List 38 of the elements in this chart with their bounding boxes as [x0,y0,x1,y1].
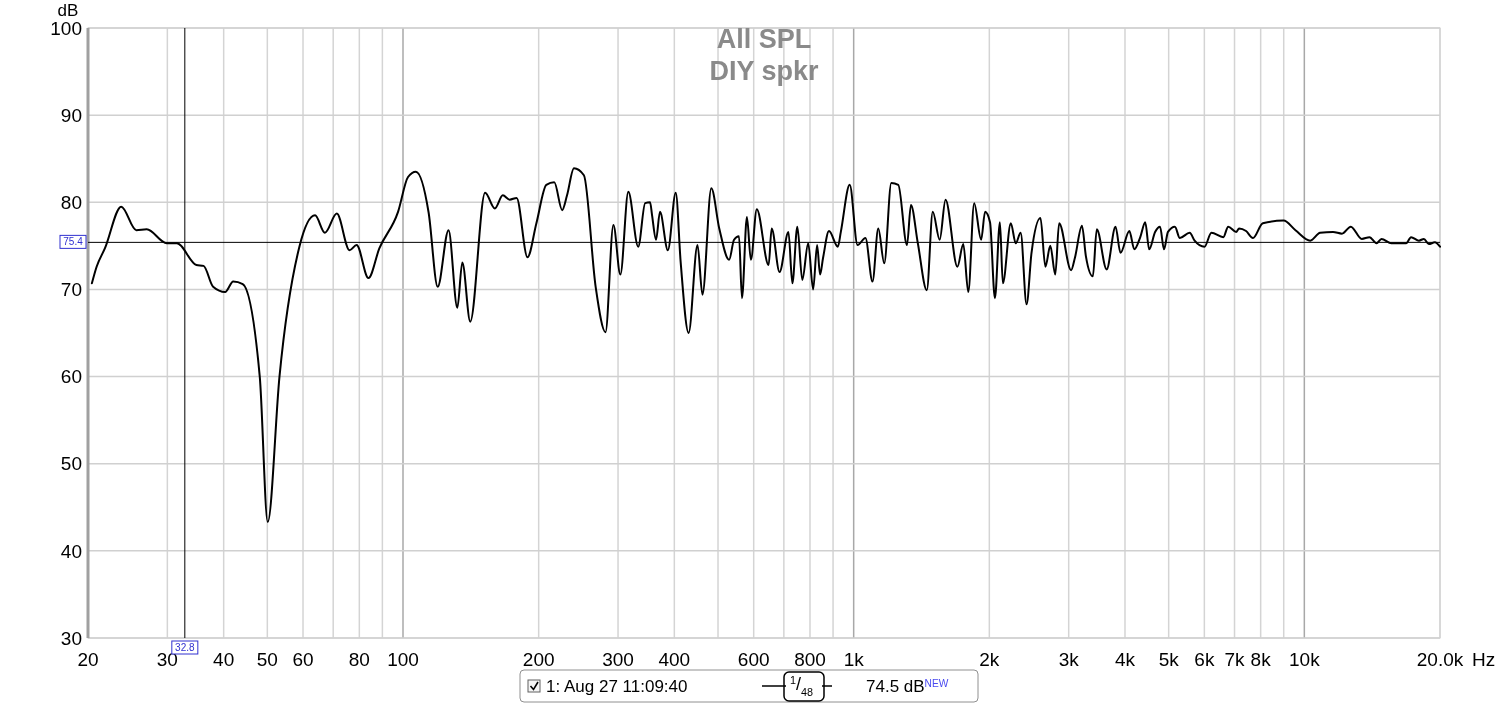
x-tick-label: 200 [522,649,555,670]
legend-label: 1: Aug 27 11:09:40 [546,677,688,696]
text: $^{1}$/$_{48}$ [790,674,814,698]
x-tick-label: 6k [1194,649,1215,670]
x-tick-label: 4k [1114,649,1136,670]
text: DIY spkr [709,56,820,86]
x-tick-label: 600 [737,649,770,670]
ref-line-label: 32.8 [175,642,195,653]
x-tick-label: 10k [1289,649,1321,670]
x-tick-label: 60 [292,649,314,670]
x-tick-label: 50 [256,649,278,670]
x-tick-label: 7k [1224,649,1246,670]
x-axis-title: Hz [1472,649,1496,670]
y-tick-label: 100 [50,17,82,39]
y-tick-label: 60 [60,366,82,388]
x-tick-label: 5k [1158,649,1180,670]
x-tick-label: 400 [658,649,691,670]
y-tick-label: 40 [60,540,82,562]
x-tick-label: 80 [348,649,370,670]
x-tick-label: 3k [1058,649,1080,670]
x-tick-label: 20 [77,649,99,670]
y-tick-label: 50 [60,453,82,475]
y-tick-label: 90 [60,104,82,126]
x-tick-label: 1k [843,649,865,670]
y-tick-label: 70 [60,279,82,301]
x-tick-label: 40 [213,649,235,670]
y-tick-label: 30 [60,627,82,649]
text: 74.5 dB$^{NEW}$ [866,677,949,696]
ref-line-label: 75.4 [63,236,84,248]
y-axis-title: dB [57,1,79,20]
x-tick-label: 800 [794,649,826,670]
x-tick-label: 2k [979,649,1000,670]
y-tick-label: 80 [60,191,82,213]
x-tick-label: 20.0k [1416,649,1464,670]
chart-title: All SPL [716,24,812,54]
x-tick-label: 300 [602,649,634,670]
x-tick-label: 100 [387,649,419,670]
x-tick-label: 8k [1250,649,1272,670]
